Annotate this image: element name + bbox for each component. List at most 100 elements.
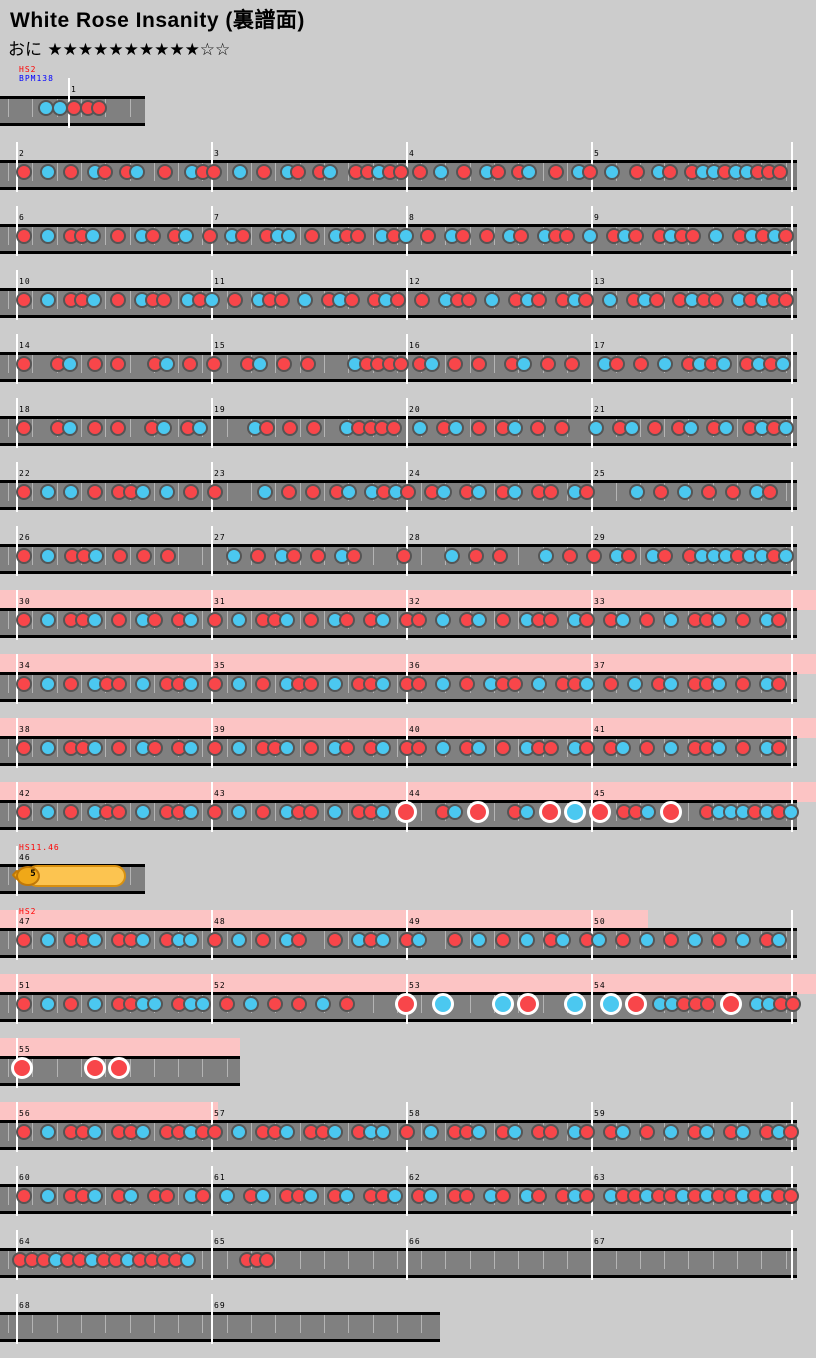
don-note[interactable] — [543, 1124, 559, 1140]
don-note[interactable] — [531, 1188, 547, 1204]
don-note[interactable] — [579, 612, 595, 628]
ka-note[interactable] — [711, 740, 727, 756]
ka-note[interactable] — [640, 804, 656, 820]
ka-note[interactable] — [87, 1124, 103, 1140]
ka-note[interactable] — [322, 164, 338, 180]
ka-note[interactable] — [226, 548, 242, 564]
ka-note[interactable] — [297, 292, 313, 308]
ka-note[interactable] — [231, 1124, 247, 1140]
big-don-note[interactable] — [108, 1057, 130, 1079]
big-don-note[interactable] — [467, 801, 489, 823]
don-note[interactable] — [778, 228, 794, 244]
ka-note[interactable] — [687, 932, 703, 948]
ka-note[interactable] — [204, 292, 220, 308]
ka-note[interactable] — [183, 612, 199, 628]
don-note[interactable] — [303, 676, 319, 692]
ka-note[interactable] — [677, 484, 693, 500]
don-note[interactable] — [16, 804, 32, 820]
ka-note[interactable] — [711, 612, 727, 628]
don-note[interactable] — [16, 164, 32, 180]
don-note[interactable] — [310, 548, 326, 564]
don-note[interactable] — [291, 996, 307, 1012]
ka-note[interactable] — [159, 484, 175, 500]
don-note[interactable] — [663, 932, 679, 948]
don-note[interactable] — [762, 484, 778, 500]
ka-note[interactable] — [778, 420, 794, 436]
don-note[interactable] — [772, 164, 788, 180]
ka-note[interactable] — [519, 932, 535, 948]
don-note[interactable] — [735, 676, 751, 692]
don-note[interactable] — [507, 676, 523, 692]
don-note[interactable] — [771, 676, 787, 692]
ka-note[interactable] — [771, 932, 787, 948]
ka-note[interactable] — [255, 1188, 271, 1204]
don-note[interactable] — [87, 484, 103, 500]
don-note[interactable] — [393, 164, 409, 180]
don-note[interactable] — [267, 996, 283, 1012]
don-note[interactable] — [783, 1124, 799, 1140]
don-note[interactable] — [16, 932, 32, 948]
don-note[interactable] — [16, 1124, 32, 1140]
don-note[interactable] — [639, 740, 655, 756]
ka-note[interactable] — [507, 484, 523, 500]
don-note[interactable] — [701, 484, 717, 500]
ka-note[interactable] — [699, 1124, 715, 1140]
ka-note[interactable] — [243, 996, 259, 1012]
ka-note[interactable] — [436, 484, 452, 500]
ka-note[interactable] — [40, 292, 56, 308]
don-note[interactable] — [303, 612, 319, 628]
don-note[interactable] — [305, 484, 321, 500]
don-note[interactable] — [183, 484, 199, 500]
ka-note[interactable] — [156, 420, 172, 436]
ka-note[interactable] — [279, 740, 295, 756]
ka-note[interactable] — [123, 1188, 139, 1204]
ka-note[interactable] — [387, 1188, 403, 1204]
don-note[interactable] — [207, 1124, 223, 1140]
don-note[interactable] — [16, 1188, 32, 1204]
ka-note[interactable] — [85, 228, 101, 244]
don-note[interactable] — [87, 356, 103, 372]
don-note[interactable] — [339, 740, 355, 756]
ka-note[interactable] — [87, 740, 103, 756]
ka-note[interactable] — [582, 228, 598, 244]
balloon-note[interactable]: 5 — [11, 865, 126, 887]
don-note[interactable] — [495, 1188, 511, 1204]
ka-note[interactable] — [775, 356, 791, 372]
don-note[interactable] — [711, 932, 727, 948]
don-note[interactable] — [657, 548, 673, 564]
don-note[interactable] — [461, 292, 477, 308]
don-note[interactable] — [63, 804, 79, 820]
don-note[interactable] — [586, 548, 602, 564]
don-note[interactable] — [771, 612, 787, 628]
don-note[interactable] — [195, 1188, 211, 1204]
ka-note[interactable] — [87, 612, 103, 628]
don-note[interactable] — [147, 612, 163, 628]
ka-note[interactable] — [471, 1124, 487, 1140]
don-note[interactable] — [346, 548, 362, 564]
don-note[interactable] — [182, 356, 198, 372]
don-note[interactable] — [159, 1188, 175, 1204]
don-note[interactable] — [157, 164, 173, 180]
don-note[interactable] — [685, 228, 701, 244]
don-note[interactable] — [562, 548, 578, 564]
big-don-note[interactable] — [625, 993, 647, 1015]
don-note[interactable] — [700, 996, 716, 1012]
big-don-note[interactable] — [395, 993, 417, 1015]
don-note[interactable] — [468, 548, 484, 564]
don-note[interactable] — [400, 484, 416, 500]
don-note[interactable] — [300, 356, 316, 372]
ka-note[interactable] — [327, 804, 343, 820]
ka-note[interactable] — [303, 1188, 319, 1204]
ka-note[interactable] — [471, 612, 487, 628]
don-note[interactable] — [290, 164, 306, 180]
don-note[interactable] — [206, 164, 222, 180]
don-note[interactable] — [206, 356, 222, 372]
big-ka-note[interactable] — [600, 993, 622, 1015]
ka-note[interactable] — [615, 1124, 631, 1140]
ka-note[interactable] — [629, 484, 645, 500]
don-note[interactable] — [543, 612, 559, 628]
don-note[interactable] — [543, 484, 559, 500]
ka-note[interactable] — [219, 1188, 235, 1204]
don-note[interactable] — [91, 100, 107, 116]
don-note[interactable] — [578, 292, 594, 308]
